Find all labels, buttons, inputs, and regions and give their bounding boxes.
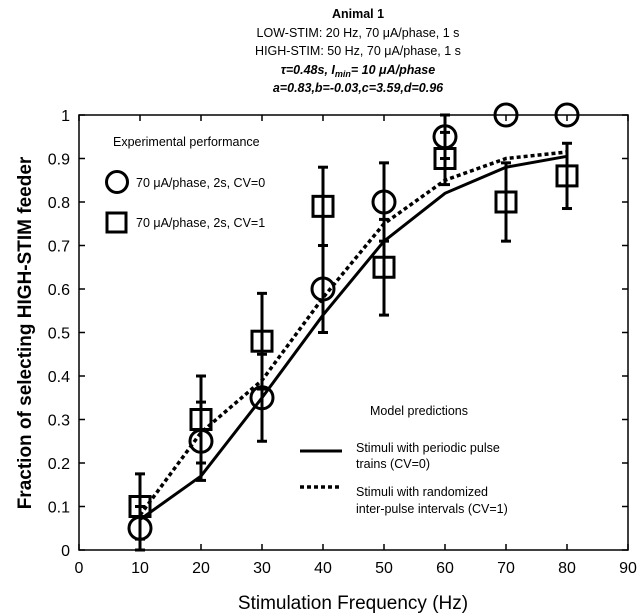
legend-square-marker	[105, 211, 128, 234]
square-marker	[189, 408, 213, 431]
chart-header: Animal 1 LOW-STIM: 20 Hz, 70 μA/phase, 1…	[255, 7, 461, 95]
legend-model-title: Model predictions	[370, 404, 468, 418]
header-tau: τ=0.48s, I	[281, 63, 336, 77]
legend-experimental-title: Experimental performance	[113, 135, 260, 149]
legend-dotted-label-2: inter-pulse intervals (CV=1)	[356, 502, 508, 516]
y-tick-label: 0.7	[48, 239, 70, 256]
x-tick-label: 80	[558, 560, 576, 577]
model-curves	[138, 150, 568, 521]
error-bars	[135, 113, 572, 552]
header-imin: = 10 μA/phase	[351, 63, 435, 77]
legend-circle-marker	[105, 170, 129, 194]
y-tick-label: 0	[61, 543, 70, 560]
x-tick-labels: 0 10 20 30 40 50 60 70 80 90	[75, 560, 637, 577]
x-tick-label: 0	[75, 560, 84, 577]
y-tick-label: 0.8	[48, 195, 70, 212]
x-tick-label: 40	[314, 560, 332, 577]
y-tick-label: 0.1	[48, 500, 70, 517]
square-marker	[128, 495, 152, 518]
square-marker	[311, 194, 335, 218]
legend-model: Model predictions Stimuli with periodic …	[300, 404, 508, 516]
y-axis-label: Fraction of selecting HIGH-STIM feeder	[15, 156, 36, 509]
y-tick-label: 0.9	[48, 152, 70, 169]
model-curve-solid	[139, 154, 568, 521]
header-low-stim: LOW-STIM: 20 Hz, 70 μA/phase, 1 s	[257, 26, 460, 40]
legend-square-label: 70 μA/phase, 2s, CV=1	[136, 216, 265, 230]
y-tick-label: 0.3	[48, 413, 70, 430]
axis-ticks	[78, 114, 629, 551]
square-marker	[433, 147, 457, 170]
x-tick-label: 60	[436, 560, 454, 577]
y-tick-label: 0.5	[48, 326, 70, 343]
circle-marker	[554, 102, 580, 128]
square-marker	[250, 329, 274, 353]
x-tick-label: 70	[497, 560, 515, 577]
legend-solid-label-1: Stimuli with periodic pulse	[356, 441, 500, 455]
header-sub: min	[335, 69, 352, 79]
y-tick-label: 0.2	[48, 456, 70, 473]
legend-dotted-label-1: Stimuli with randomized	[356, 485, 488, 499]
header-high-stim: HIGH-STIM: 50 Hz, 70 μA/phase, 1 s	[255, 44, 461, 58]
circle-marker	[493, 102, 519, 128]
square-marker	[494, 190, 518, 214]
x-tick-label: 50	[375, 560, 393, 577]
y-tick-label: 0.6	[48, 282, 70, 299]
square-marker	[555, 164, 579, 188]
legend-solid-label-2: trains (CV=0)	[356, 457, 430, 471]
y-tick-labels: 0 0.1 0.2 0.3 0.4 0.5 0.6 0.7 0.8 0.9 1	[48, 108, 70, 560]
circle-marker	[371, 189, 397, 215]
x-tick-label: 20	[192, 560, 210, 577]
circle-marker	[249, 385, 275, 411]
y-tick-label: 1	[61, 108, 70, 125]
square-marker	[372, 255, 396, 279]
legend-experimental: Experimental performance 70 μA/phase, 2s…	[105, 135, 265, 234]
x-tick-label: 30	[253, 560, 271, 577]
model-curve-dotted	[138, 150, 568, 517]
legend-circle-label: 70 μA/phase, 2s, CV=0	[136, 176, 265, 190]
circle-marker	[310, 276, 336, 302]
header-coefficients: a=0.83,b=-0.03,c=3.59,d=0.96	[273, 81, 444, 95]
chart-title: Animal 1	[332, 7, 384, 21]
x-tick-label: 90	[619, 560, 637, 577]
y-tick-label: 0.4	[48, 369, 70, 386]
markers	[127, 102, 580, 541]
x-axis-label: Stimulation Frequency (Hz)	[238, 593, 468, 614]
x-tick-label: 10	[131, 560, 149, 577]
header-params: τ=0.48s, Imin= 10 μA/phase	[281, 63, 435, 79]
